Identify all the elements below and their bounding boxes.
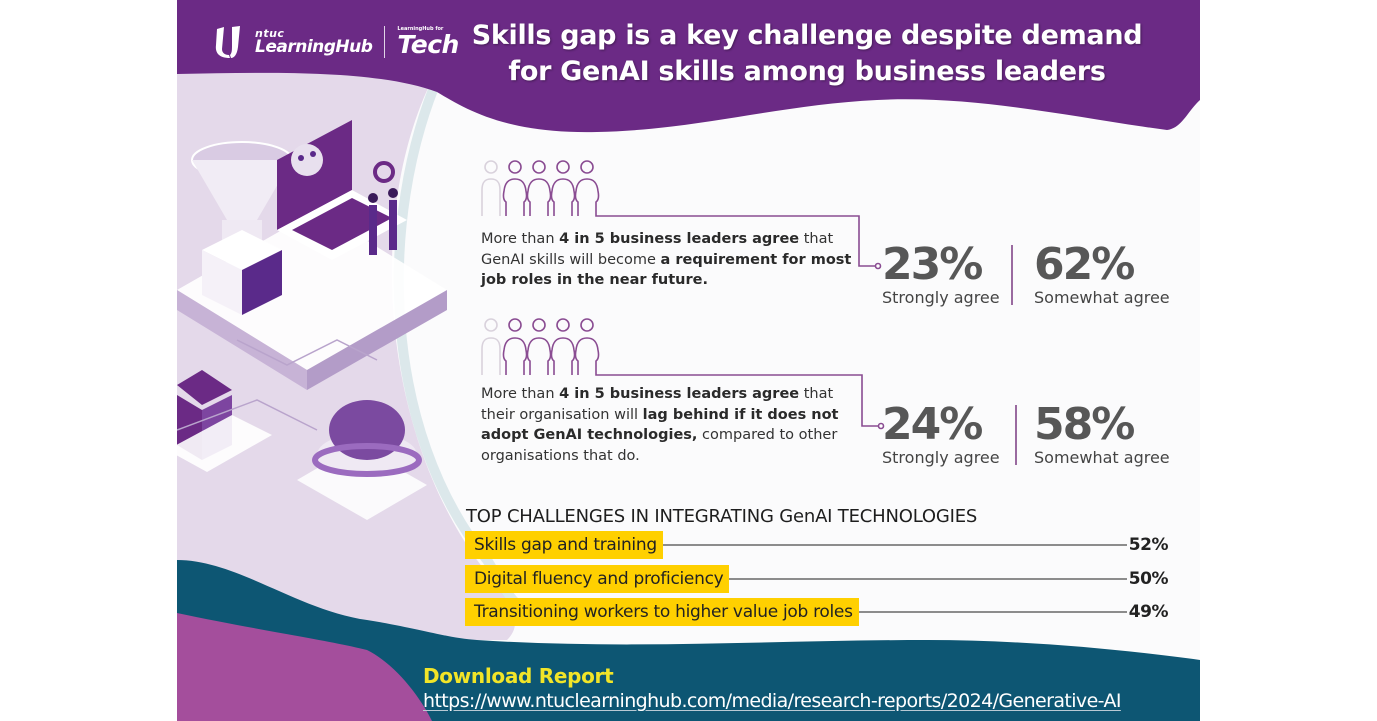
stat-1-somewhat-agree-label: Somewhat agree: [1034, 288, 1170, 307]
download-report-label: Download Report: [423, 664, 614, 688]
challenge-leader-line: [858, 611, 1127, 613]
stat-1-strongly-agree-label: Strongly agree: [882, 288, 1000, 307]
ntuc-u-logo-icon: [215, 26, 240, 58]
stat-2-somewhat-agree-label: Somewhat agree: [1034, 448, 1170, 467]
challenges-title: TOP CHALLENGES IN INTEGRATING GenAI TECH…: [466, 506, 978, 527]
logo-learninghub-for-text: LearningHub for: [397, 26, 444, 32]
ai-illustration: [177, 120, 447, 520]
challenge-value: 50%: [1128, 569, 1169, 589]
stat-1-somewhat-agree-value: 62%: [1034, 239, 1135, 290]
challenge-label: Digital fluency and proficiency: [465, 565, 730, 593]
challenge-label: Transitioning workers to higher value jo…: [465, 598, 859, 626]
stat-1-divider: [1011, 245, 1013, 305]
stat-2-somewhat-agree-value: 58%: [1034, 399, 1135, 450]
stat-1-strongly-agree-value: 23%: [882, 239, 983, 290]
infographic: ntuc LearningHub LearningHub for Tech Sk…: [177, 0, 1200, 721]
stat-2-strongly-agree-value: 24%: [882, 399, 983, 450]
challenge-value: 49%: [1128, 602, 1169, 622]
ntuc-learninghub-tech-logo: ntuc LearningHub LearningHub for Tech: [213, 22, 459, 62]
stat-2-strongly-agree-label: Strongly agree: [882, 448, 1000, 467]
stat-2-divider: [1015, 405, 1017, 465]
challenge-row: Digital fluency and proficiency 50%: [465, 565, 1169, 593]
logo-divider: [384, 26, 386, 58]
people-4-of-5-icon: [481, 318, 885, 430]
headline-line-2: for GenAI skills among business leaders: [508, 56, 1106, 87]
challenge-row: Skills gap and training 52%: [465, 531, 1169, 559]
challenge-row: Transitioning workers to higher value jo…: [465, 598, 1169, 626]
stat-2-description: More than 4 in 5 business leaders agree …: [481, 386, 839, 464]
download-report-link[interactable]: https://www.ntuclearninghub.com/media/re…: [423, 690, 1122, 712]
challenge-value: 52%: [1128, 535, 1169, 555]
challenge-leader-line: [729, 578, 1127, 580]
logo-learninghub-text: LearningHub: [255, 37, 373, 57]
challenge-label: Skills gap and training: [465, 531, 663, 559]
people-4-of-5-icon: [481, 160, 882, 270]
headline-line-1: Skills gap is a key challenge despite de…: [471, 20, 1143, 51]
headline: Skills gap is a key challenge despite de…: [457, 18, 1157, 90]
stat-1-description: More than 4 in 5 business leaders agree …: [481, 231, 852, 288]
challenge-leader-line: [662, 544, 1127, 546]
logo-ntuc-text: ntuc: [255, 27, 285, 40]
logo-tech-text: Tech: [397, 30, 459, 59]
